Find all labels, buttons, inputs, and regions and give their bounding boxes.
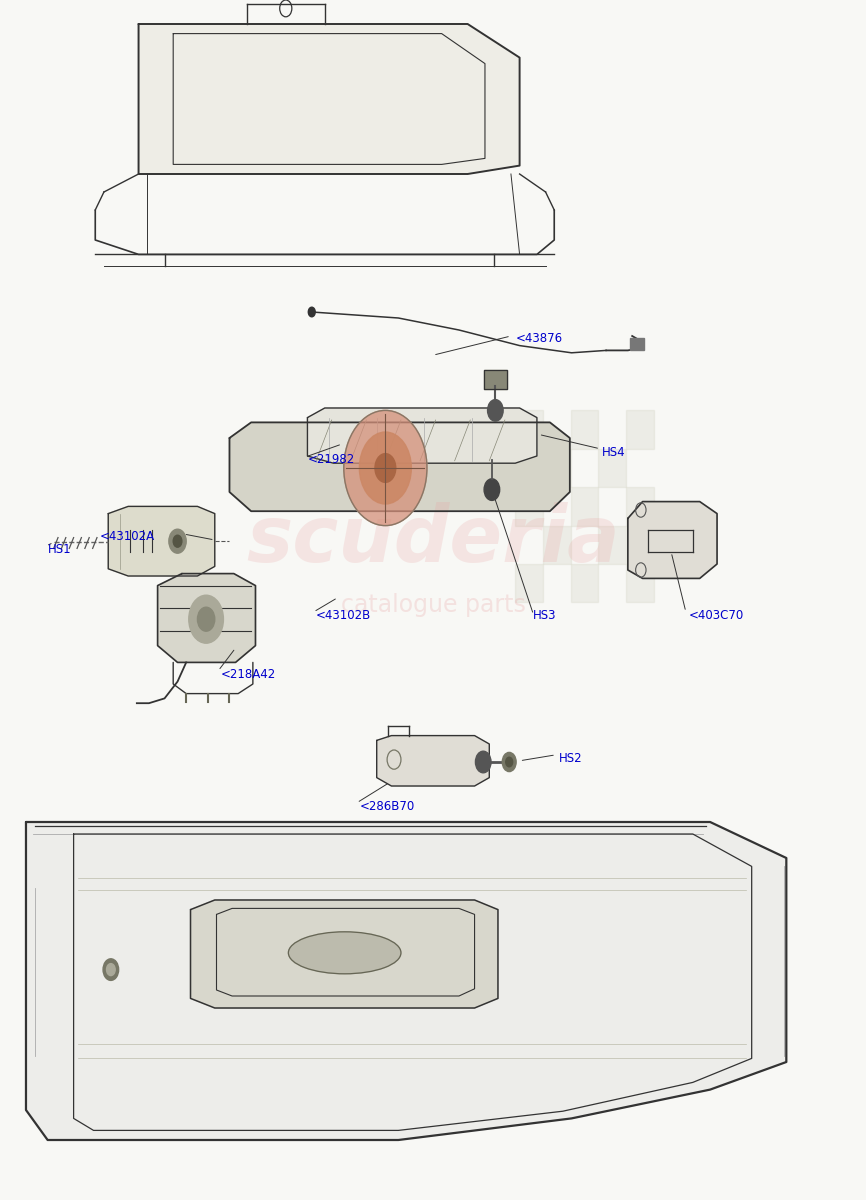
Circle shape [344, 410, 427, 526]
Circle shape [197, 607, 215, 631]
Polygon shape [191, 900, 498, 1008]
Bar [598, 449, 626, 487]
Bar [571, 410, 598, 449]
Bar [571, 487, 598, 526]
Text: <218A42: <218A42 [221, 668, 276, 680]
Bar [626, 410, 654, 449]
Polygon shape [158, 574, 255, 662]
Circle shape [189, 595, 223, 643]
Bar [543, 526, 571, 564]
Circle shape [173, 535, 182, 547]
Circle shape [169, 529, 186, 553]
Polygon shape [484, 370, 507, 389]
Circle shape [107, 964, 115, 976]
Text: <286B70: <286B70 [359, 800, 415, 812]
Bar [626, 487, 654, 526]
Bar [598, 526, 626, 564]
Text: scuderia: scuderia [246, 502, 620, 578]
Text: <43876: <43876 [515, 332, 562, 344]
Circle shape [103, 959, 119, 980]
Bar [630, 338, 644, 350]
Circle shape [359, 432, 411, 504]
Text: <21982: <21982 [307, 454, 355, 466]
Polygon shape [139, 24, 520, 174]
Bar [515, 487, 543, 526]
Text: HS4: HS4 [602, 446, 625, 458]
Circle shape [502, 752, 516, 772]
Circle shape [475, 751, 491, 773]
Text: catalogue parts: catalogue parts [340, 593, 526, 617]
Bar [515, 564, 543, 602]
Polygon shape [108, 506, 215, 576]
Polygon shape [377, 736, 489, 786]
Text: <403C70: <403C70 [688, 610, 744, 622]
Text: <43102A: <43102A [100, 530, 155, 542]
Circle shape [506, 757, 513, 767]
Circle shape [308, 307, 315, 317]
Bar [571, 564, 598, 602]
Polygon shape [307, 408, 537, 463]
Circle shape [484, 479, 500, 500]
Bar [626, 564, 654, 602]
Bar [543, 449, 571, 487]
Ellipse shape [288, 931, 401, 974]
Text: <43102B: <43102B [316, 610, 372, 622]
Text: HS3: HS3 [533, 610, 556, 622]
Polygon shape [229, 422, 570, 511]
Bar [515, 410, 543, 449]
Text: HS1: HS1 [48, 544, 71, 556]
Polygon shape [628, 502, 717, 578]
Text: HS2: HS2 [559, 752, 582, 764]
Circle shape [375, 454, 396, 482]
Circle shape [488, 400, 503, 421]
Polygon shape [26, 822, 786, 1140]
